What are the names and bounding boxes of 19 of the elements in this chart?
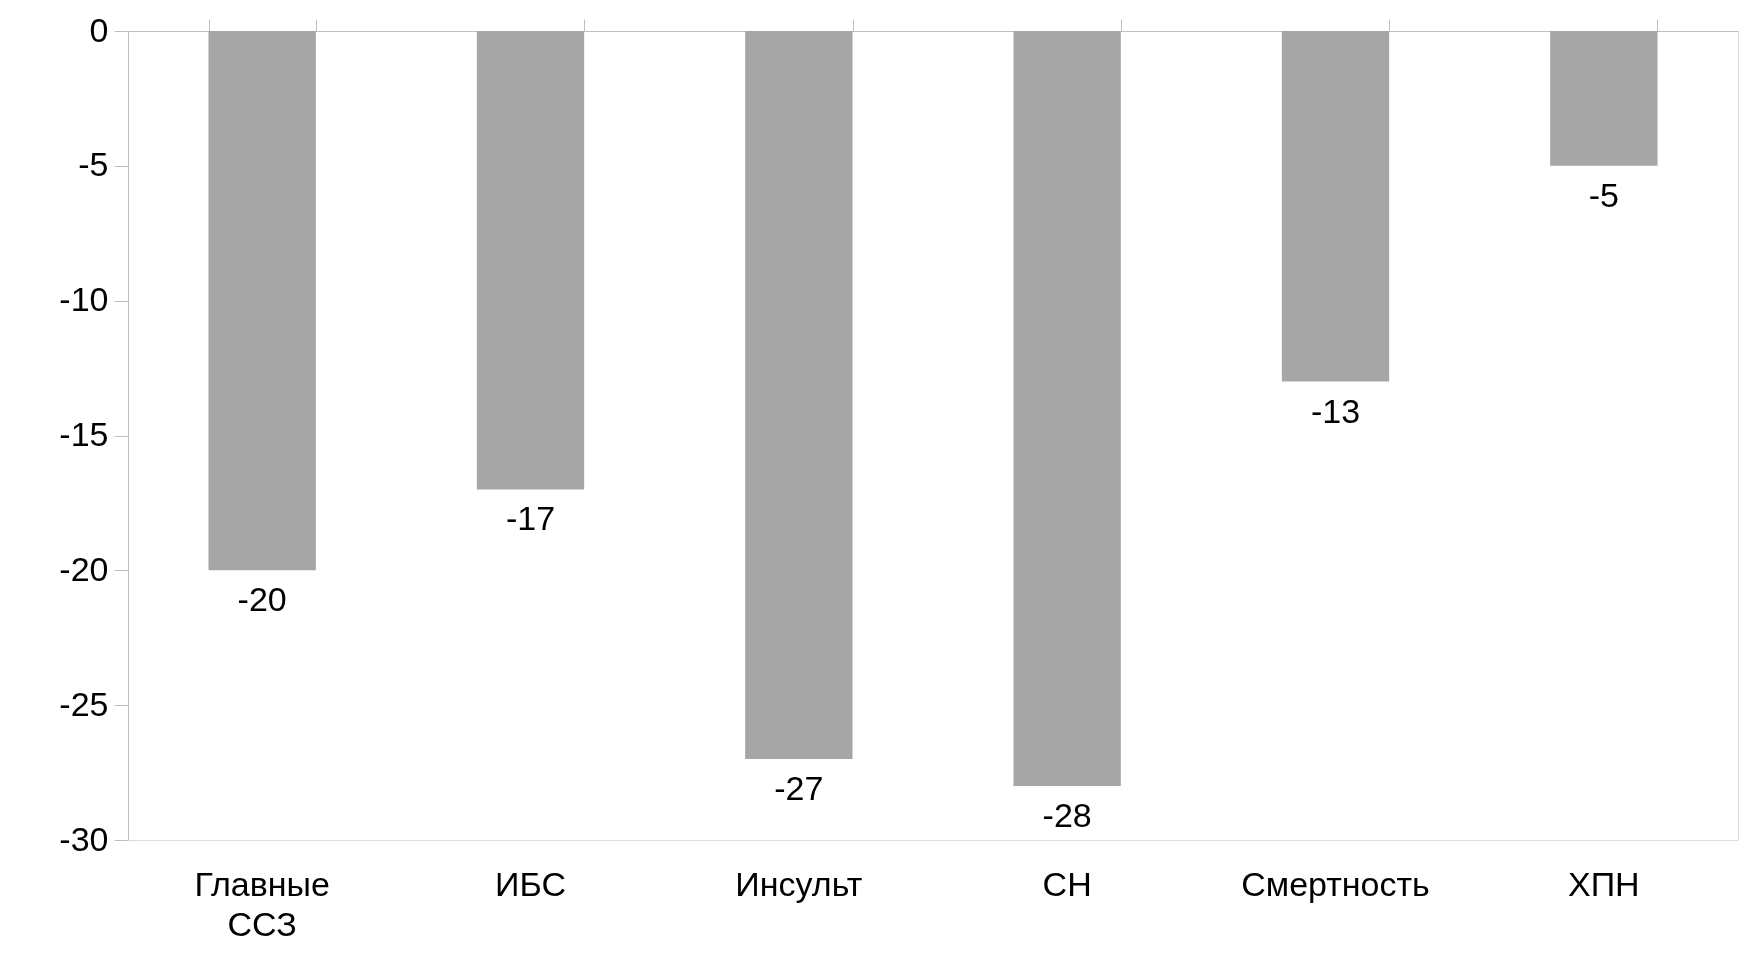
y-tick-label: -5 (78, 145, 109, 184)
x-tick-label: СН (1042, 864, 1092, 903)
data-label: -17 (505, 499, 556, 538)
y-tick-label: -20 (59, 549, 109, 588)
data-label: -5 (1588, 175, 1619, 214)
x-tick-label: ИБС (495, 864, 566, 903)
data-label: -13 (1310, 391, 1361, 430)
data-label: -27 (774, 769, 824, 808)
y-tick-label: 0 (89, 10, 109, 49)
y-tick-label: -10 (59, 280, 109, 319)
y-tick-label: -25 (59, 684, 109, 723)
x-tick-label: Главные ССЗ (194, 864, 330, 943)
data-label: -28 (1042, 796, 1092, 835)
x-tick-label: Инсульт (735, 864, 863, 903)
x-tick-label: Смертность (1241, 864, 1430, 903)
data-label: -20 (237, 580, 287, 619)
y-tick-label: -30 (59, 819, 109, 858)
x-tick-label: ХПН (1568, 864, 1640, 903)
y-tick-label: -15 (59, 415, 109, 453)
